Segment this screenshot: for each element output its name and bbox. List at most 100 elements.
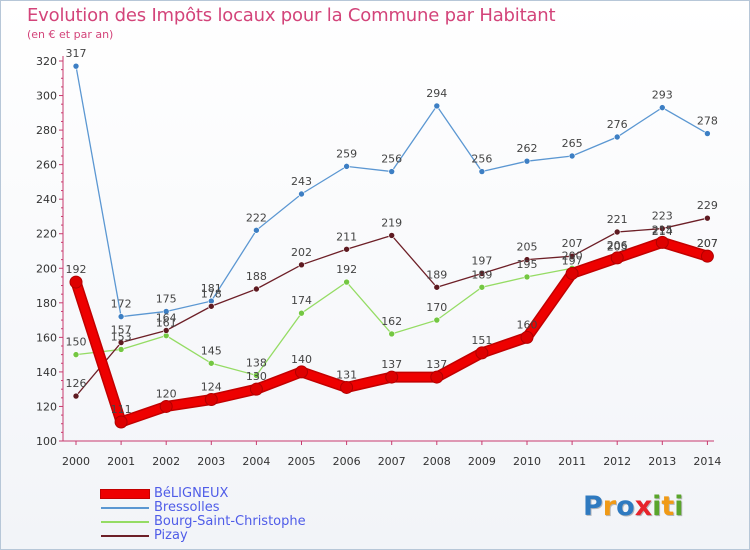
data-point: [658, 104, 666, 111]
data-point: [433, 102, 441, 110]
y-tick-label: 140: [36, 366, 57, 379]
data-point: [478, 270, 486, 277]
legend-swatch: [101, 521, 149, 523]
legend-label: Pizay: [154, 528, 188, 543]
data-point: [249, 382, 263, 396]
data-label: 221: [607, 213, 628, 226]
data-label: 205: [607, 241, 628, 254]
data-label: 243: [291, 175, 312, 188]
data-point: [72, 62, 80, 70]
data-point: [204, 393, 218, 407]
chart-title: Evolution des Impôts locaux pour la Comm…: [27, 5, 556, 26]
data-point: [610, 251, 624, 265]
data-point: [385, 370, 399, 384]
data-label: 219: [381, 216, 402, 229]
data-point: [72, 351, 80, 358]
data-point: [523, 157, 531, 165]
data-point: [613, 228, 621, 236]
x-tick-label: 2009: [468, 455, 496, 468]
data-point: [295, 365, 308, 379]
data-point: [478, 168, 486, 175]
data-label: 138: [246, 356, 267, 369]
y-tick-label: 120: [36, 400, 57, 413]
legend-label: BéLIGNEUX: [154, 486, 229, 501]
data-point: [208, 302, 215, 310]
data-label: 200: [562, 249, 583, 262]
x-tick-label: 2013: [648, 455, 676, 468]
data-label: 192: [66, 263, 87, 276]
data-point: [298, 309, 305, 317]
data-label: 207: [697, 237, 718, 250]
data-point: [343, 278, 350, 286]
data-point: [298, 190, 305, 198]
y-tick-label: 220: [36, 228, 57, 241]
data-label: 222: [246, 211, 267, 224]
data-point: [523, 273, 531, 281]
x-tick-label: 2005: [288, 455, 316, 468]
y-tick-label: 280: [36, 124, 57, 137]
data-point: [568, 152, 576, 160]
series-b-ligneux: [69, 235, 714, 429]
data-point: [72, 392, 80, 400]
legend-swatch: [101, 490, 149, 498]
data-point: [658, 225, 666, 232]
y-tick-label: 180: [36, 297, 57, 310]
data-point: [159, 399, 173, 413]
data-label: 211: [336, 230, 357, 243]
data-label: 111: [111, 403, 132, 416]
data-label: 161: [156, 317, 177, 330]
data-point: [343, 245, 350, 253]
data-point: [520, 330, 534, 344]
series-pizay: [72, 214, 711, 400]
data-label: 256: [381, 153, 402, 166]
series-bressolles: [72, 62, 711, 320]
x-tick-label: 2008: [423, 455, 451, 468]
data-label: 189: [426, 268, 447, 281]
series-line: [75, 66, 708, 318]
y-tick-label: 100: [36, 435, 57, 448]
data-point: [162, 308, 170, 315]
data-label: 172: [111, 298, 132, 311]
data-label: 140: [291, 353, 312, 366]
data-label: 189: [471, 268, 492, 281]
data-label: 294: [426, 87, 447, 100]
data-point: [388, 232, 396, 239]
data-point: [69, 275, 83, 289]
data-point: [704, 130, 711, 137]
data-label: 170: [426, 301, 447, 314]
data-label: 207: [562, 237, 583, 250]
data-point: [388, 168, 396, 175]
data-point: [568, 252, 576, 260]
data-label: 174: [291, 294, 312, 307]
data-label: 181: [201, 282, 222, 295]
legend-label: Bourg-Saint-Christophe: [154, 514, 306, 529]
data-point: [655, 235, 669, 249]
proxiti-logo: Proxiti: [583, 491, 684, 522]
data-label: 278: [697, 115, 718, 128]
data-label: 151: [471, 334, 492, 347]
data-point: [565, 266, 579, 280]
data-label: 265: [562, 137, 583, 150]
x-tick-label: 2000: [62, 455, 90, 468]
data-label: 162: [381, 315, 402, 328]
chart-subtitle: (en € et par an): [27, 28, 114, 41]
data-label: 120: [156, 387, 177, 400]
x-tick-label: 2011: [558, 455, 586, 468]
data-label: 150: [66, 336, 87, 349]
data-label: 214: [652, 225, 673, 238]
x-tick-label: 2007: [378, 455, 406, 468]
data-label: 137: [381, 358, 402, 371]
data-point: [475, 346, 489, 360]
data-label: 124: [201, 381, 222, 394]
data-point: [704, 214, 711, 222]
data-point: [162, 327, 170, 334]
y-tick-label: 160: [36, 331, 57, 344]
data-label: 262: [517, 142, 538, 155]
y-tick-label: 320: [36, 55, 57, 68]
data-label: 206: [607, 239, 628, 252]
data-point: [343, 163, 350, 170]
data-labels: 317 172 175 181 222 243 259 256 294 256 262 265 276 2…: [66, 47, 718, 416]
data-point: [340, 380, 354, 394]
